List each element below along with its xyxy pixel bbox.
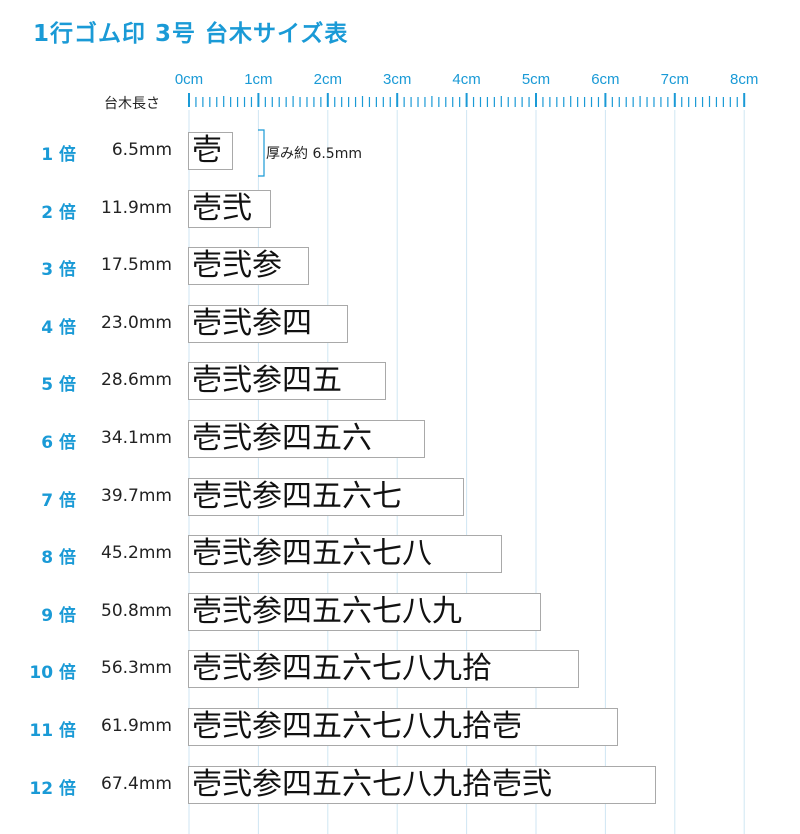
ruler-tick-label: 2cm [314, 71, 342, 88]
row-length: 17.5mm [101, 255, 172, 276]
row-multiplier: 8 倍 [41, 548, 76, 569]
row-multiplier: 3 倍 [41, 260, 76, 281]
row-length: 23.0mm [101, 312, 172, 333]
row-multiplier: 1 倍 [41, 145, 76, 165]
row-length: 67.4mm [101, 773, 172, 794]
stamp-block: 壱弐参四五 [188, 362, 386, 401]
stamp-block: 壱弐 [188, 189, 271, 228]
row-length: 56.3mm [101, 658, 172, 679]
row-length: 34.1mm [101, 428, 172, 448]
stamp-block: 壱弐参四五六七 [188, 477, 464, 516]
row-multiplier: 9 倍 [41, 605, 76, 626]
stamp-block: 壱 [188, 132, 233, 170]
stamp-block: 壱弐参四五六七八九 [188, 592, 541, 631]
page-title: 1行ゴム印 3号 台木サイズ表 [33, 21, 349, 47]
stamp-block: 壱弐参四 [188, 304, 348, 343]
stamp-block: 壱弐参四五六七八九拾 [188, 650, 579, 689]
row-multiplier: 2 倍 [41, 202, 76, 223]
row-length: 28.6mm [101, 370, 172, 391]
row-length: 61.9mm [101, 716, 172, 736]
stamp-block: 壱弐参四五六 [188, 420, 425, 458]
row-multiplier: 11 倍 [29, 721, 76, 741]
stamp-block: 壱弐参 [188, 247, 309, 286]
row-multiplier: 6 倍 [41, 433, 76, 453]
row-multiplier: 10 倍 [29, 663, 76, 684]
ruler-tick-label: 7cm [661, 71, 689, 88]
stamp-block: 壱弐参四五六七八 [188, 535, 502, 574]
thickness-note: 厚み約 6.5mm [266, 146, 362, 162]
thickness-bracket [258, 129, 265, 177]
ruler-tick-label: 0cm [175, 71, 203, 88]
row-multiplier: 5 倍 [41, 375, 76, 396]
ruler-tick-label: 1cm [244, 71, 272, 88]
ruler-tick-label: 8cm [730, 71, 758, 88]
ruler-tick-label: 6cm [591, 71, 619, 88]
ruler-tick-label: 5cm [522, 71, 550, 88]
row-multiplier: 4 倍 [41, 317, 76, 338]
stamp-block: 壱弐参四五六七八九拾壱弐 [188, 765, 656, 804]
stamp-block: 壱弐参四五六七八九拾壱 [188, 708, 618, 746]
ruler-label: 台木長さ [104, 96, 160, 112]
ruler-tick-label: 3cm [383, 71, 411, 88]
ruler-tick-label: 4cm [452, 71, 480, 88]
row-length: 45.2mm [101, 543, 172, 564]
row-length: 11.9mm [101, 197, 172, 218]
row-length: 50.8mm [101, 600, 172, 621]
row-length: 6.5mm [111, 140, 172, 160]
row-multiplier: 7 倍 [41, 490, 76, 511]
row-length: 39.7mm [101, 485, 172, 506]
row-multiplier: 12 倍 [29, 778, 76, 799]
